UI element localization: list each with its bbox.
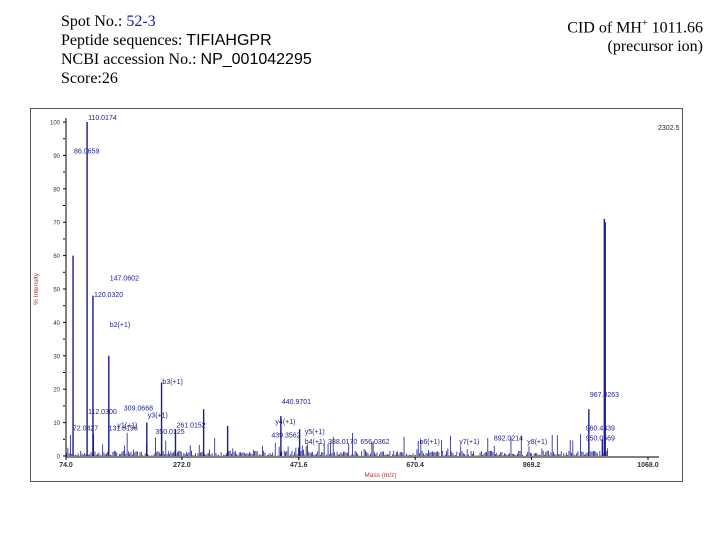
peak-annotation: 967.0263 bbox=[590, 392, 619, 399]
spot-info-block: Spot No.: 52-3 Peptide sequences: TIFIAH… bbox=[61, 12, 312, 88]
precursor-note: (precursor ion) bbox=[607, 38, 703, 56]
peak-annotation: b6(+1) bbox=[419, 439, 439, 446]
y-tick-label: 90 bbox=[53, 154, 60, 160]
peak-annotation: 110.0174 bbox=[88, 115, 117, 122]
y-tick-label: 20 bbox=[53, 388, 60, 394]
peak-annotation: b2(+1) bbox=[110, 322, 130, 329]
peptide-label: Peptide sequences: bbox=[61, 32, 183, 49]
peak-annotation: 72.0427 bbox=[73, 426, 98, 433]
ncbi-value: NP_001042295 bbox=[200, 51, 312, 68]
peak-annotation: 131.8196 bbox=[109, 426, 138, 433]
x-tick-label: 670.4 bbox=[406, 462, 424, 469]
peak-annotation: 112.0300 bbox=[88, 409, 117, 416]
spot-value: 52-3 bbox=[126, 13, 156, 30]
spot-label: Spot No.: bbox=[61, 13, 123, 30]
y-tick-label: 100 bbox=[50, 121, 61, 127]
peak-annotation: y7(+1) bbox=[459, 439, 479, 446]
peak-annotation: y1(+1) bbox=[117, 422, 137, 429]
score-label: Score: bbox=[61, 70, 102, 87]
ncbi-line: NCBI accession No.: NP_001042295 bbox=[61, 50, 312, 69]
cid-value: 1011.66 bbox=[651, 19, 703, 37]
x-axis-label: Mass (m/z) bbox=[364, 472, 396, 479]
peptide-value: TIFIAHGPR bbox=[186, 32, 272, 49]
peptide-line: Peptide sequences: TIFIAHGPR bbox=[61, 31, 312, 50]
peak-annotation: b3(+1) bbox=[162, 379, 182, 386]
y-tick-label: 10 bbox=[53, 421, 60, 427]
y-tick-label: 80 bbox=[53, 187, 60, 193]
top-right-label: 2302.5 bbox=[658, 125, 680, 132]
peak-annotation: b4(+1) bbox=[305, 439, 325, 446]
peak-annotation: 86.0659 bbox=[74, 148, 99, 155]
y-tick-label: 40 bbox=[53, 321, 60, 327]
spot-line: Spot No.: 52-3 bbox=[61, 12, 312, 31]
cid-superscript: + bbox=[641, 18, 648, 29]
x-tick-label: 1068.0 bbox=[637, 462, 659, 469]
peak-annotation: y3(+1) bbox=[148, 412, 168, 419]
peak-annotation: 261.0152 bbox=[176, 422, 205, 429]
score-value: 26 bbox=[101, 70, 118, 87]
peak-annotation: 350.0125 bbox=[155, 429, 184, 436]
peak-annotation: 440.9701 bbox=[282, 399, 311, 406]
x-tick-label: 471.6 bbox=[290, 462, 308, 469]
y-tick-label: 50 bbox=[53, 288, 60, 294]
peak-annotation: 388.0170 bbox=[328, 439, 357, 446]
spectrum-frame bbox=[30, 108, 683, 482]
y-tick-label: 0 bbox=[57, 455, 61, 461]
y-tick-label: 60 bbox=[53, 254, 60, 260]
y-tick-label: 70 bbox=[53, 221, 60, 227]
x-tick-label: 272.0 bbox=[173, 462, 191, 469]
ncbi-label: NCBI accession No.: bbox=[61, 51, 197, 68]
cid-line: CID of MH+ 1011.66 bbox=[567, 14, 703, 37]
y-axis-label: % Intensity bbox=[33, 272, 40, 305]
peak-annotation: 960.4339 bbox=[586, 426, 615, 433]
cid-prefix: CID of MH bbox=[567, 19, 642, 37]
peak-annotation: y4(+1) bbox=[275, 419, 295, 426]
x-tick-label: 74.0 bbox=[59, 462, 73, 469]
score-line: Score:26 bbox=[61, 69, 312, 88]
precursor-info-block: CID of MH+ 1011.66 (precursor ion) bbox=[567, 14, 703, 56]
peak-annotation: 950.0569 bbox=[586, 436, 615, 443]
x-tick-label: 869.2 bbox=[523, 462, 541, 469]
peak-annotation: 309.0668 bbox=[124, 406, 153, 413]
peak-annotation: y8(+1) bbox=[527, 439, 547, 446]
peak-annotation: 439.3562 bbox=[271, 432, 300, 439]
y-tick-label: 30 bbox=[53, 354, 60, 360]
peak-annotation: 120.0320 bbox=[94, 292, 123, 299]
peak-annotation: 892.0214 bbox=[494, 436, 523, 443]
peak-annotation: 147.0602 bbox=[110, 275, 139, 282]
peak-annotation: y5(+1) bbox=[305, 429, 325, 436]
peak-annotation: 656.0362 bbox=[360, 439, 389, 446]
